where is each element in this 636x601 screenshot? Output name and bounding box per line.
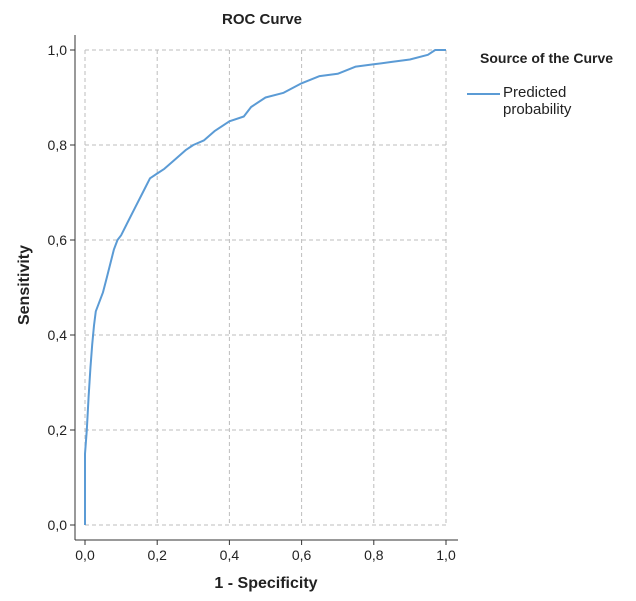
x-tick-label: 0,6: [292, 547, 312, 563]
legend-label-line-1: Predicted: [503, 84, 566, 101]
legend: Source of the Curve Predicted probabilit…: [467, 50, 613, 118]
x-tick-label: 0,4: [220, 547, 240, 563]
x-tick-label: 0,8: [364, 547, 384, 563]
x-tick-label: 1,0: [436, 547, 456, 563]
y-tick-label: 0,2: [48, 422, 68, 438]
x-axis-label: 1 - Specificity: [214, 575, 317, 592]
x-tick-label: 0,2: [147, 547, 167, 563]
y-axis-label: Sensitivity: [16, 245, 33, 325]
y-tick-label: 0,6: [48, 232, 68, 248]
roc-curve-line: [84, 49, 446, 525]
x-tick-label: 0,0: [75, 547, 95, 563]
plot-area: 0,0 0,2 0,4 0,6 0,8 1,0 0,0 0,2 0,4 0,6 0,8 1,0: [48, 35, 458, 563]
y-tick-label: 1,0: [48, 42, 68, 58]
legend-title: Source of the Curve: [480, 50, 613, 66]
chart-title: ROC Curve: [222, 11, 302, 28]
y-tick-label: 0,4: [48, 327, 68, 343]
y-tick-label: 0,0: [48, 517, 68, 533]
y-tick-label: 0,8: [48, 137, 68, 153]
legend-label-line-2: probability: [503, 101, 572, 118]
